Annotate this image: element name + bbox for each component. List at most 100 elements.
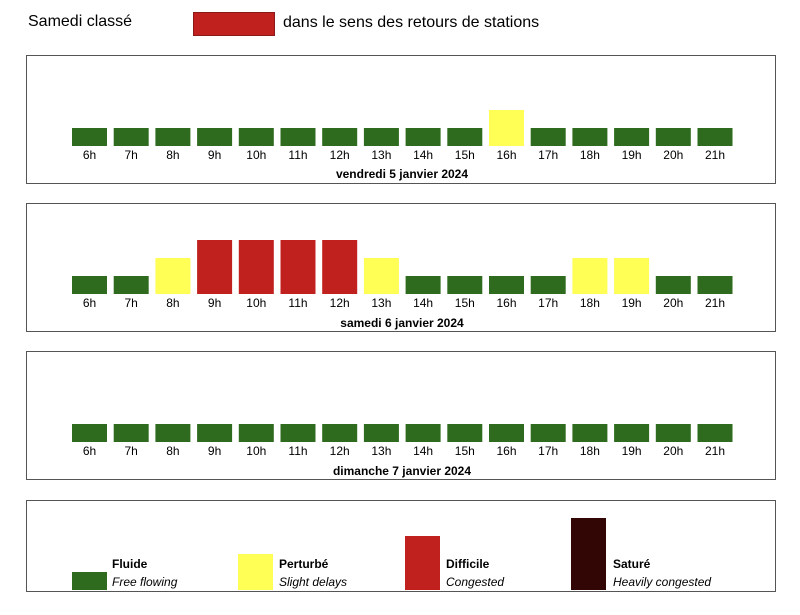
hour-label-10h: 10h bbox=[246, 296, 267, 310]
hour-label-15h: 15h bbox=[454, 444, 475, 458]
hour-label-11h: 11h bbox=[288, 444, 308, 458]
hour-label-7h: 7h bbox=[124, 444, 138, 458]
hour-label-8h: 8h bbox=[166, 444, 180, 458]
bar-9h bbox=[197, 240, 233, 294]
legend-desc-difficile: Congested bbox=[446, 575, 505, 589]
hour-label-21h: 21h bbox=[704, 444, 726, 458]
header-swatch bbox=[193, 12, 275, 36]
legend-desc-fluide: Free flowing bbox=[112, 575, 178, 589]
bar-8h bbox=[155, 128, 191, 146]
bar-6h bbox=[72, 128, 107, 146]
bar-20h bbox=[655, 424, 691, 442]
bar-10h bbox=[238, 240, 274, 294]
hour-label-8h: 8h bbox=[166, 148, 180, 162]
day-panel-friday: vendredi 5 janvier 2024 6h 7h 8h 9h 10h 11h 12… bbox=[26, 55, 776, 184]
header-title: Samedi classé bbox=[28, 13, 133, 30]
bar-19h bbox=[614, 424, 650, 442]
legend-desc-sature: Heavily congested bbox=[613, 575, 712, 589]
hour-label-6h: 6h bbox=[82, 444, 97, 458]
bar-12h bbox=[322, 240, 358, 294]
hour-label-13h: 13h bbox=[371, 148, 392, 162]
bar-20h bbox=[655, 276, 691, 294]
hour-label-13h: 13h bbox=[371, 296, 392, 310]
hour-label-10h: 10h bbox=[246, 148, 267, 162]
hour-label-9h: 9h bbox=[207, 296, 222, 310]
hour-label-20h: 20h bbox=[663, 444, 684, 458]
bar-11h bbox=[280, 424, 316, 442]
hour-label-20h: 20h bbox=[663, 148, 684, 162]
hour-label-18h: 18h bbox=[579, 296, 600, 310]
day-panel-sunday: dimanche 7 janvier 2024 6h 7h 8h 9h 10h 11h 12… bbox=[26, 351, 776, 480]
bar-16h bbox=[489, 110, 524, 146]
hour-label-21h: 21h bbox=[704, 296, 726, 310]
hour-label-7h: 7h bbox=[124, 148, 138, 162]
bar-7h bbox=[113, 424, 149, 442]
bar-6h bbox=[72, 424, 107, 442]
hour-label-11h: 11h bbox=[288, 148, 308, 162]
hour-label-19h: 19h bbox=[621, 148, 642, 162]
hour-label-17h: 17h bbox=[538, 296, 559, 310]
date-label: samedi 6 janvier 2024 bbox=[340, 316, 464, 330]
legend-swatch-sature bbox=[571, 518, 606, 590]
hour-label-16h: 16h bbox=[496, 296, 517, 310]
bar-14h bbox=[405, 276, 441, 294]
legend-panel: Fluide Free flowing Perturbé Slight dela… bbox=[26, 500, 776, 592]
bar-17h bbox=[530, 424, 566, 442]
bar-12h bbox=[322, 424, 358, 442]
hour-label-14h: 14h bbox=[413, 148, 434, 162]
hour-label-15h: 15h bbox=[454, 148, 475, 162]
hour-label-14h: 14h bbox=[413, 444, 434, 458]
legend-swatch-difficile bbox=[405, 536, 440, 590]
hour-label-6h: 6h bbox=[82, 148, 97, 162]
day-chart-sunday bbox=[72, 424, 733, 442]
bar-16h bbox=[489, 276, 524, 294]
bar-7h bbox=[113, 276, 149, 294]
hour-label-14h: 14h bbox=[413, 296, 434, 310]
bar-10h bbox=[238, 424, 274, 442]
hour-label-18h: 18h bbox=[579, 444, 600, 458]
hour-label-15h: 15h bbox=[454, 296, 475, 310]
bar-11h bbox=[280, 240, 316, 294]
bar-17h bbox=[530, 276, 566, 294]
hour-label-17h: 17h bbox=[538, 444, 559, 458]
bar-6h bbox=[72, 276, 107, 294]
bar-13h bbox=[363, 424, 399, 442]
bar-18h bbox=[572, 258, 608, 294]
hour-label-17h: 17h bbox=[538, 148, 559, 162]
hour-label-11h: 11h bbox=[288, 296, 308, 310]
bar-19h bbox=[614, 128, 650, 146]
bar-15h bbox=[447, 128, 483, 146]
hour-label-16h: 16h bbox=[496, 148, 517, 162]
bar-21h bbox=[697, 128, 733, 146]
bar-18h bbox=[572, 128, 608, 146]
hour-label-6h: 6h bbox=[82, 296, 97, 310]
bar-15h bbox=[447, 276, 483, 294]
hour-label-16h: 16h bbox=[496, 444, 517, 458]
bar-19h bbox=[614, 258, 650, 294]
hour-label-7h: 7h bbox=[124, 296, 138, 310]
legend-name-fluide: Fluide bbox=[112, 557, 148, 571]
bar-12h bbox=[322, 128, 358, 146]
bar-7h bbox=[113, 128, 149, 146]
hour-label-9h: 9h bbox=[207, 444, 222, 458]
bar-14h bbox=[405, 128, 441, 146]
hour-label-8h: 8h bbox=[166, 296, 180, 310]
bar-18h bbox=[572, 424, 608, 442]
bar-21h bbox=[697, 424, 733, 442]
bar-8h bbox=[155, 424, 191, 442]
bar-8h bbox=[155, 258, 191, 294]
hour-label-12h: 12h bbox=[329, 444, 350, 458]
bar-10h bbox=[238, 128, 274, 146]
bar-15h bbox=[447, 424, 483, 442]
hour-label-10h: 10h bbox=[246, 444, 267, 458]
hour-label-20h: 20h bbox=[663, 296, 684, 310]
hour-label-13h: 13h bbox=[371, 444, 392, 458]
bar-14h bbox=[405, 424, 441, 442]
bar-9h bbox=[197, 128, 233, 146]
bar-13h bbox=[363, 258, 399, 294]
bar-17h bbox=[530, 128, 566, 146]
bar-9h bbox=[197, 424, 233, 442]
date-label: vendredi 5 janvier 2024 bbox=[335, 167, 469, 181]
header-caption: dans le sens des retours de stations bbox=[283, 14, 540, 31]
day-panel-saturday: samedi 6 janvier 2024 6h 7h 8h 9h 10h 11h 12h 1… bbox=[26, 203, 776, 332]
